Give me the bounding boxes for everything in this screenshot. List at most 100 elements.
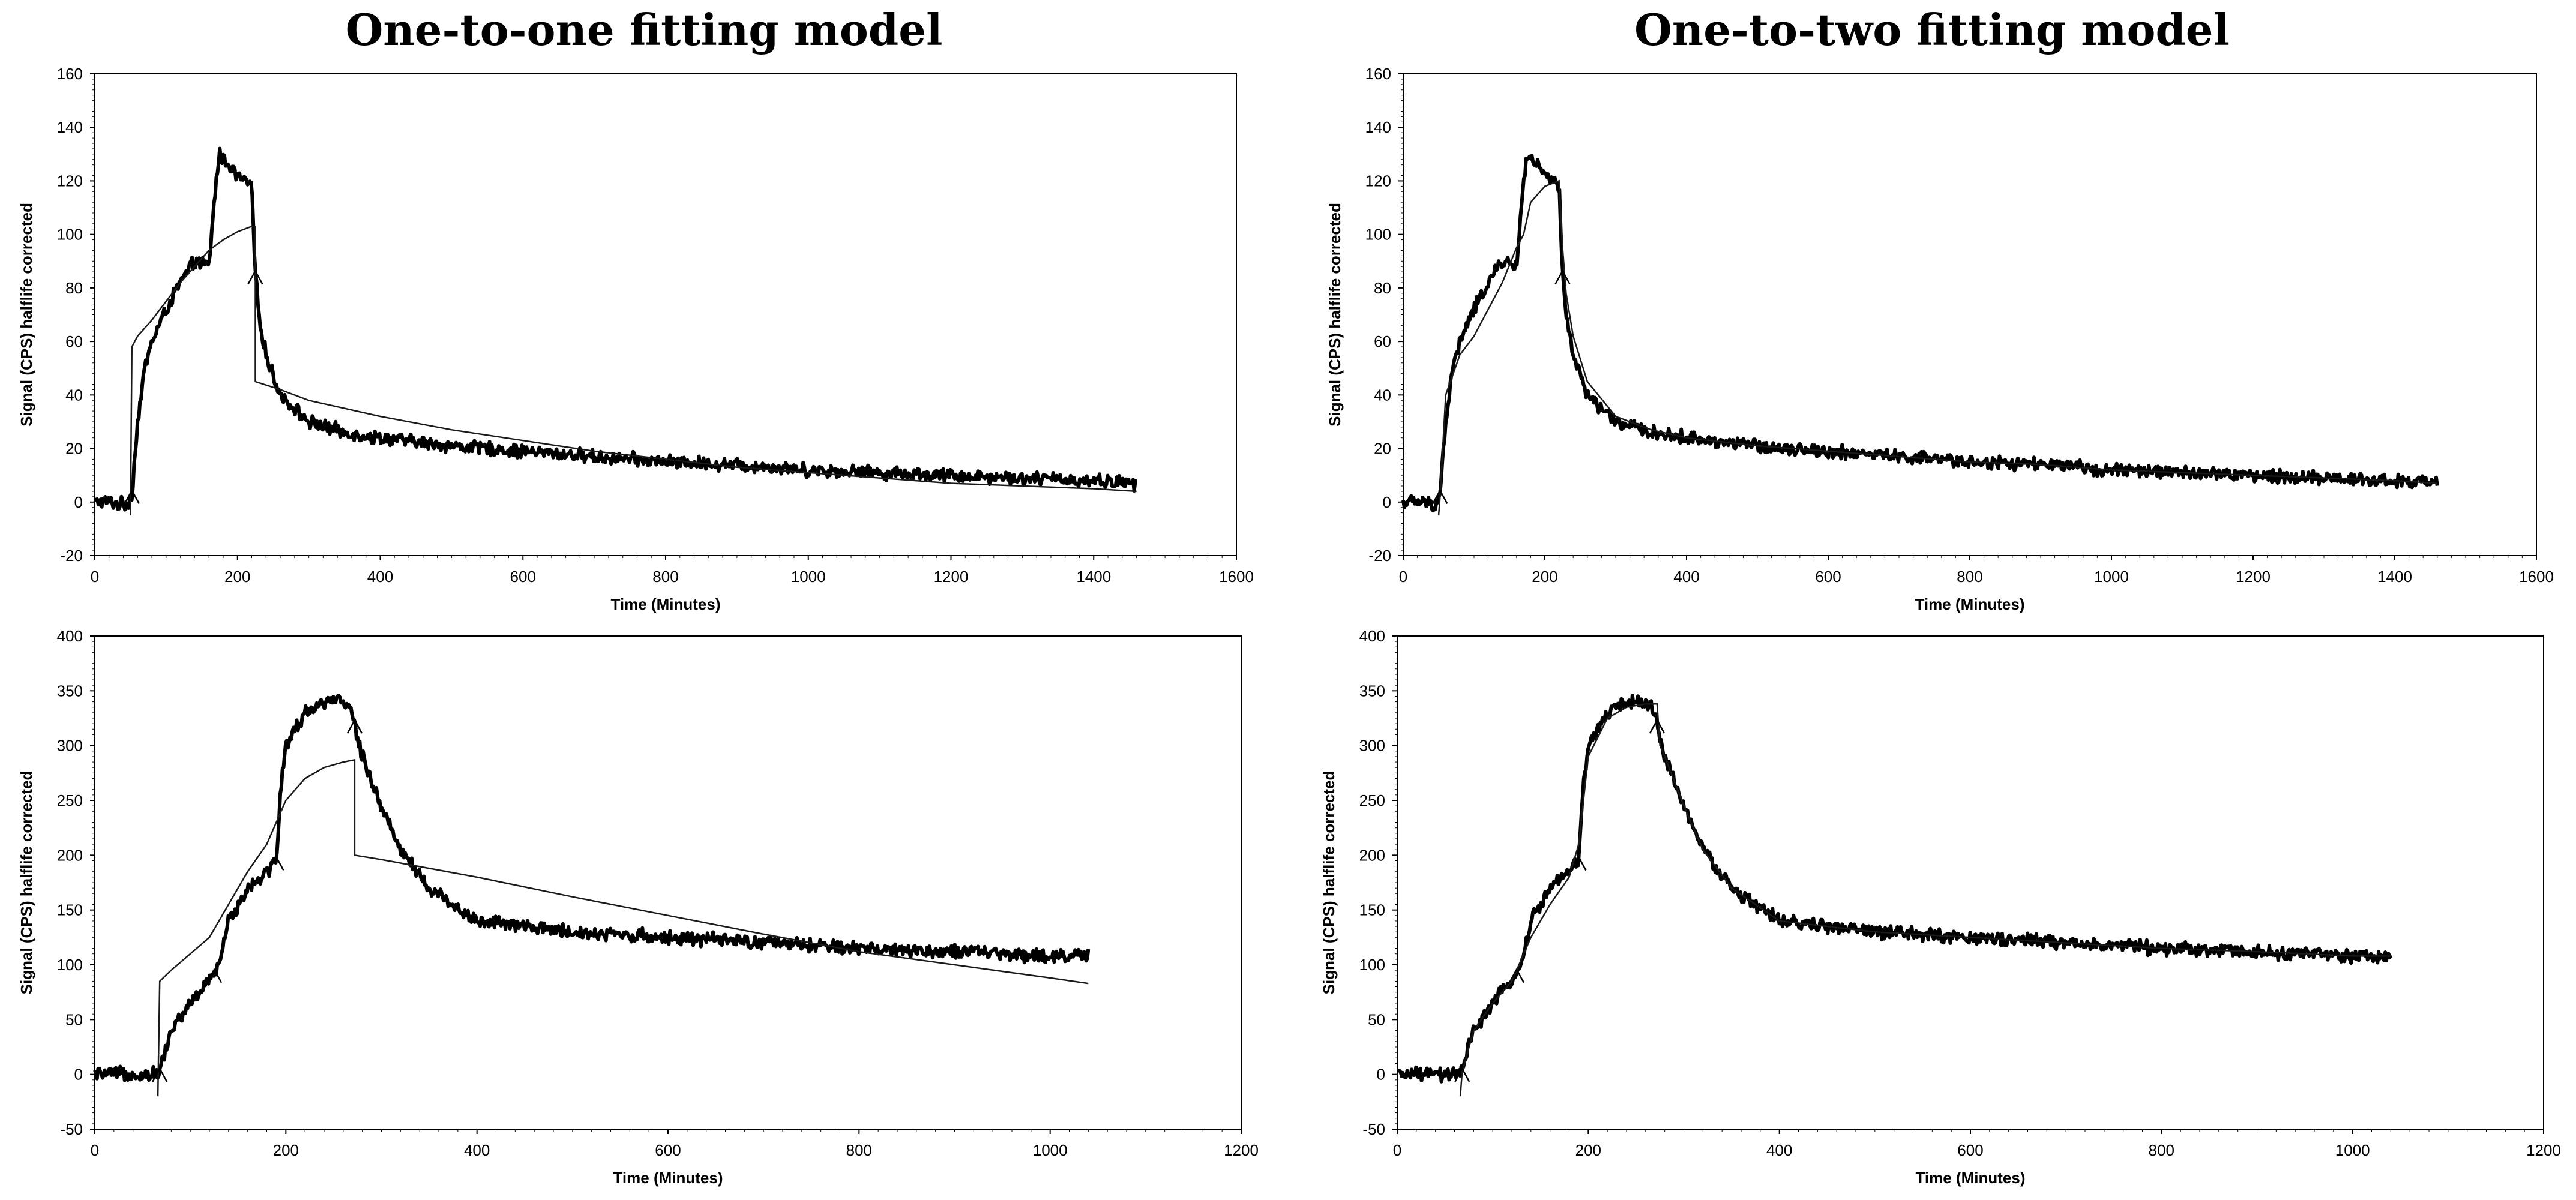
x-tick-label: 1400 — [1076, 568, 1111, 586]
x-tick-label: 400 — [1766, 1141, 1792, 1159]
y-tick-label: 150 — [1359, 901, 1385, 919]
left-column-title: One-to-one fitting model — [345, 4, 943, 55]
y-tick-label: 50 — [1368, 1010, 1385, 1028]
y-tick-label: 60 — [65, 332, 83, 350]
injection-arrow-icon — [1508, 968, 1525, 983]
x-tick-label: 1200 — [2526, 1141, 2561, 1159]
x-tick-label: 600 — [1957, 1141, 1983, 1159]
y-tick-label: 150 — [57, 901, 83, 919]
x-tick-label: 200 — [1575, 1141, 1601, 1159]
x-tick-label: 0 — [91, 1141, 99, 1159]
y-tick-label: 350 — [1359, 682, 1385, 700]
y-tick-label: 350 — [57, 682, 83, 700]
y-tick-label: 0 — [1383, 493, 1391, 511]
y-tick-label: 120 — [1365, 172, 1391, 190]
x-tick-label: 200 — [273, 1141, 299, 1159]
x-axis-title: Time (Minutes) — [611, 595, 721, 613]
injection-arrow-icon — [346, 718, 363, 734]
series-fit-curve — [130, 226, 1137, 516]
y-tick-label: 120 — [57, 172, 83, 190]
right-column-title: One-to-two fitting model — [1634, 4, 2230, 55]
x-axis-title: Time (Minutes) — [1915, 595, 2025, 613]
x-tick-label: 400 — [464, 1141, 490, 1159]
y-axis-title: Signal (CPS) halflife corrected — [1320, 771, 1338, 995]
x-tick-label: 1600 — [2519, 568, 2554, 586]
y-tick-label: 200 — [1359, 846, 1385, 864]
series-measured-signal — [93, 694, 1091, 1082]
injection-arrow-icon — [268, 855, 284, 871]
y-tick-label: 0 — [74, 1066, 83, 1084]
injection-arrow-icon — [1571, 855, 1587, 871]
x-tick-label: 1200 — [1224, 1141, 1259, 1159]
y-tick-label: 300 — [57, 737, 83, 755]
y-tick-label: 300 — [1359, 737, 1385, 755]
y-tick-label: -50 — [60, 1120, 83, 1138]
series-measured-signal — [94, 146, 1137, 512]
x-tick-label: 0 — [1399, 568, 1407, 586]
x-tick-label: 600 — [655, 1141, 681, 1159]
x-axis-title: Time (Minutes) — [613, 1169, 723, 1187]
y-tick-label: 100 — [1359, 956, 1385, 974]
series-fit-curve — [157, 758, 1089, 1097]
x-tick-label: 200 — [1532, 568, 1557, 586]
y-axis-title: Signal (CPS) halflife corrected — [17, 203, 35, 427]
x-tick-label: 1000 — [2335, 1141, 2370, 1159]
injection-arrow-icon — [124, 488, 140, 504]
y-tick-label: 160 — [57, 65, 83, 83]
injection-arrow-icon — [152, 1067, 168, 1082]
injection-arrow-icon — [1454, 1067, 1470, 1082]
y-tick-label: 250 — [1359, 791, 1385, 809]
series-measured-signal — [1401, 154, 2439, 513]
x-tick-label: 1000 — [2094, 568, 2129, 586]
y-tick-label: 40 — [65, 386, 83, 404]
x-tick-label: 600 — [510, 568, 536, 586]
series-measured-signal — [1396, 694, 2393, 1084]
x-tick-label: 1200 — [2236, 568, 2271, 586]
y-tick-label: 250 — [57, 791, 83, 809]
y-tick-label: 60 — [1374, 332, 1391, 350]
x-axis-title: Time (Minutes) — [1916, 1169, 2026, 1187]
x-tick-label: 200 — [224, 568, 250, 586]
y-tick-label: -50 — [1362, 1120, 1385, 1138]
y-tick-label: 20 — [65, 440, 83, 458]
series-fit-curve — [1437, 179, 2437, 516]
injection-arrow-icon — [1649, 718, 1666, 734]
y-tick-label: 100 — [57, 956, 83, 974]
x-tick-label: 0 — [91, 568, 99, 586]
injection-arrow-icon — [247, 269, 263, 285]
x-tick-label: 1400 — [2377, 568, 2412, 586]
y-tick-label: -20 — [1368, 547, 1391, 565]
x-tick-label: 800 — [846, 1141, 872, 1159]
injection-arrow-icon — [1554, 269, 1571, 285]
x-tick-label: 600 — [1815, 568, 1841, 586]
x-tick-label: 800 — [1957, 568, 1982, 586]
x-tick-label: 800 — [652, 568, 678, 586]
y-tick-label: 140 — [1365, 118, 1391, 136]
y-tick-label: 80 — [1374, 279, 1391, 297]
y-tick-label: 80 — [65, 279, 83, 297]
x-tick-label: 0 — [1393, 1141, 1401, 1159]
x-tick-label: 1200 — [934, 568, 969, 586]
y-tick-label: 200 — [57, 846, 83, 864]
injection-arrow-icon — [1432, 488, 1448, 504]
injection-arrow-icon — [206, 968, 223, 983]
y-tick-label: 140 — [57, 118, 83, 136]
x-tick-label: 1000 — [1033, 1141, 1068, 1159]
y-tick-label: 100 — [1365, 226, 1391, 244]
x-tick-label: 400 — [1673, 568, 1699, 586]
y-tick-label: 400 — [1359, 627, 1385, 645]
y-tick-label: 20 — [1374, 440, 1391, 458]
x-tick-label: 1600 — [1219, 568, 1254, 586]
y-tick-label: 0 — [74, 493, 83, 511]
series-fit-curve — [1459, 703, 2391, 1097]
x-tick-label: 1000 — [791, 568, 826, 586]
y-axis-title: Signal (CPS) halflife corrected — [17, 771, 35, 995]
plot-frame — [1397, 635, 2544, 1130]
y-tick-label: 40 — [1374, 386, 1391, 404]
x-tick-label: 400 — [367, 568, 393, 586]
y-tick-label: 400 — [57, 627, 83, 645]
